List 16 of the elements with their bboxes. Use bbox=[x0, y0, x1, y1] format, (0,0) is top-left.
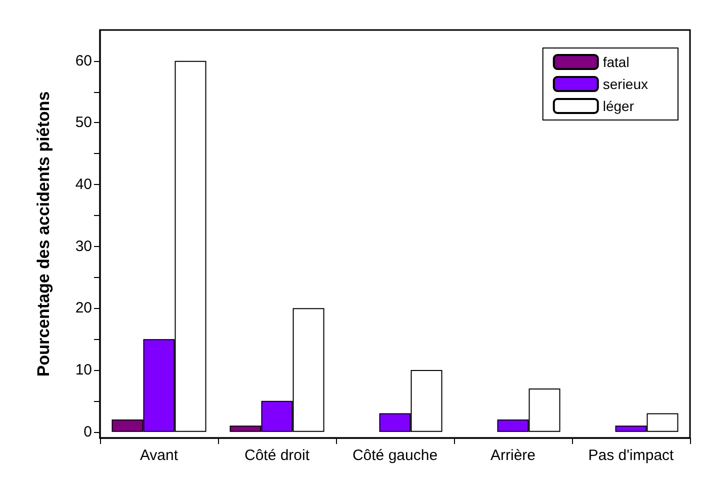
y-tick-label: 20 bbox=[75, 300, 92, 317]
y-tick-label: 10 bbox=[75, 362, 92, 378]
legend-label: fatal bbox=[602, 54, 630, 70]
legend-label: léger bbox=[602, 98, 634, 114]
x-tick-label: Côté droit bbox=[244, 447, 310, 464]
legend-label: serieux bbox=[602, 76, 648, 92]
y-tick-label: 30 bbox=[75, 238, 92, 255]
x-tick-label: Côté gauche bbox=[352, 447, 438, 464]
y-tick-label: 50 bbox=[75, 114, 92, 132]
y-tick-label: 60 bbox=[75, 52, 92, 70]
y-axis-title: Pourcentage des accidents piétons bbox=[34, 91, 53, 377]
x-tick-label: Avant bbox=[140, 447, 179, 464]
y-tick-label: 0 bbox=[84, 423, 92, 440]
y-tick-label: 40 bbox=[75, 176, 92, 194]
x-tick-label: Arrière bbox=[490, 447, 536, 464]
x-tick-label: Pas d'impact bbox=[588, 447, 675, 464]
